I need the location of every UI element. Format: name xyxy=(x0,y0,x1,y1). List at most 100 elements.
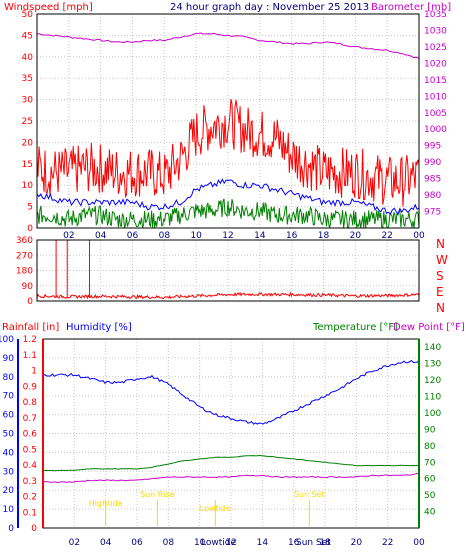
wind-direction-trace xyxy=(36,291,420,300)
temperature-tick-label: 60 xyxy=(424,475,436,485)
barometer-tick-label: 1000 xyxy=(424,125,447,135)
temperature-tick-label: 40 xyxy=(424,508,436,518)
x-tick-label: 04 xyxy=(95,231,107,241)
barometer-tick-label: 980 xyxy=(424,191,441,201)
rainfall-tick-label: 1.2 xyxy=(23,335,37,345)
rainfall-tick-label: 0.9 xyxy=(23,382,38,392)
x-tick-label: 14 xyxy=(254,231,266,241)
humidity-tick-label: 60 xyxy=(3,411,15,421)
temperature-axis-title: Temperature [°F] xyxy=(312,322,398,333)
wind-barometer-panel: Windspeed [mph] 24 hour graph day : Nove… xyxy=(4,2,451,241)
barometer-tick-label: 1010 xyxy=(424,92,447,102)
temperature-tick-label: 80 xyxy=(424,442,436,452)
direction-degree-tick-label: 180 xyxy=(16,267,33,277)
barometer-tick-label: 1035 xyxy=(424,10,447,20)
rain-humidity-temperature-panel: Rainfall [in] Humidity [%] Temperature [… xyxy=(0,322,465,548)
lowtide-bottom-label: Lowtide xyxy=(201,538,236,548)
x-tick-label: 18 xyxy=(318,231,330,241)
rainfall-tick-label: 1.1 xyxy=(23,351,37,361)
direction-degree-tick-label: 360 xyxy=(16,236,33,246)
temperature-tick-label: 110 xyxy=(424,393,441,403)
x-tick-label: 18 xyxy=(319,538,331,548)
low_tide-label: Lowtide xyxy=(200,504,231,513)
temperature-tick-label: 100 xyxy=(424,409,441,419)
humidity-tick-label: 100 xyxy=(0,335,14,345)
compass-tick-label: N xyxy=(436,301,445,315)
windspeed-tick-label: 15 xyxy=(22,160,33,170)
windspeed-tick-label: 5 xyxy=(27,203,33,213)
direction-degree-tick-label: 270 xyxy=(16,251,33,261)
windspeed-tick-label: 25 xyxy=(22,117,33,127)
x-tick-label: 16 xyxy=(286,231,298,241)
rainfall-tick-label: 0.3 xyxy=(23,477,37,487)
rainfall-tick-label: 0.1 xyxy=(23,508,37,518)
windspeed-tick-label: 40 xyxy=(22,53,34,63)
rainfall-tick-label: 0.2 xyxy=(23,493,37,503)
temperature-tick-label: 90 xyxy=(424,425,436,435)
barometer-tick-label: 1020 xyxy=(424,59,447,69)
compass-tick-label: N xyxy=(436,237,445,251)
rainfall-tick-label: 0.8 xyxy=(23,398,38,408)
x-tick-label: 14 xyxy=(257,538,269,548)
windspeed-tick-label: 30 xyxy=(22,96,34,106)
barometer-tick-label: 985 xyxy=(424,175,441,185)
barometer-tick-label: 975 xyxy=(424,208,441,218)
x-tick-label: 12 xyxy=(225,538,236,548)
dewpoint-line xyxy=(42,472,420,484)
x-tick-label: 08 xyxy=(163,538,175,548)
humidity-tick-label: 90 xyxy=(3,354,15,364)
barometer-tick-label: 1030 xyxy=(424,26,447,36)
rainfall-tick-label: 0.4 xyxy=(23,461,38,471)
direction-panel-frame xyxy=(36,239,420,302)
x-tick-label: 02 xyxy=(63,231,74,241)
rainfall-tick-label: 0 xyxy=(31,524,37,534)
dewpoint-axis-title: Dew Point [°F] xyxy=(393,322,465,333)
windspeed-tick-label: 50 xyxy=(22,10,34,20)
temperature-tick-label: 130 xyxy=(424,360,441,370)
barometer-tick-label: 995 xyxy=(424,142,441,152)
windspeed-axis-title: Windspeed [mph] xyxy=(4,2,93,13)
humidity-tick-label: 50 xyxy=(3,430,15,440)
x-tick-label: 00 xyxy=(413,538,425,548)
x-tick-label: 20 xyxy=(350,231,362,241)
humidity-tick-label: 80 xyxy=(3,373,15,383)
barometer-tick-label: 1025 xyxy=(424,43,447,53)
direction-panel-series xyxy=(36,240,420,300)
direction-panel-grid xyxy=(37,240,419,301)
windspeed-low-line xyxy=(36,198,420,229)
wind-panel-series xyxy=(36,32,420,229)
rainfall-tick-label: 0.7 xyxy=(23,414,37,424)
compass-tick-label: W xyxy=(436,253,448,267)
rainfall-axis-title: Rainfall [in] xyxy=(2,322,59,333)
x-tick-label: 16 xyxy=(288,538,300,548)
temperature-tick-label: 120 xyxy=(424,376,441,386)
wind-panel-frame xyxy=(36,13,420,229)
x-tick-label: 06 xyxy=(127,231,139,241)
bottom-panel-events: Hightide Sun Rise Lowtide Sun Set xyxy=(89,490,325,526)
humidity-tick-label: 20 xyxy=(3,486,15,496)
x-tick-label: 08 xyxy=(159,231,171,241)
x-tick-label: 04 xyxy=(100,538,112,548)
windspeed-tick-label: 35 xyxy=(22,74,33,84)
barometer-line xyxy=(36,32,420,59)
temperature-tick-label: 70 xyxy=(424,458,436,468)
humidity-tick-label: 40 xyxy=(3,448,15,458)
graph-date-title: 24 hour graph day : November 25 2013 xyxy=(170,2,369,13)
x-tick-label: 10 xyxy=(190,231,202,241)
x-tick-label: 06 xyxy=(131,538,143,548)
windspeed-tick-label: 20 xyxy=(22,138,34,148)
humidity-line xyxy=(42,359,420,425)
x-tick-label: 10 xyxy=(194,538,206,548)
x-tick-label: 12 xyxy=(222,231,233,241)
high_tide-label: Hightide xyxy=(89,499,123,508)
windspeed-tick-label: 10 xyxy=(22,181,34,191)
humidity-axis-title: Humidity [%] xyxy=(66,322,132,333)
temperature-line xyxy=(42,454,420,472)
wind-panel-grid xyxy=(37,14,419,228)
rainfall-tick-label: 0.5 xyxy=(23,445,37,455)
barometer-tick-label: 1005 xyxy=(424,109,447,119)
sunset-bottom-label: Sun Set xyxy=(296,538,331,548)
barometer-tick-label: 990 xyxy=(424,158,441,168)
